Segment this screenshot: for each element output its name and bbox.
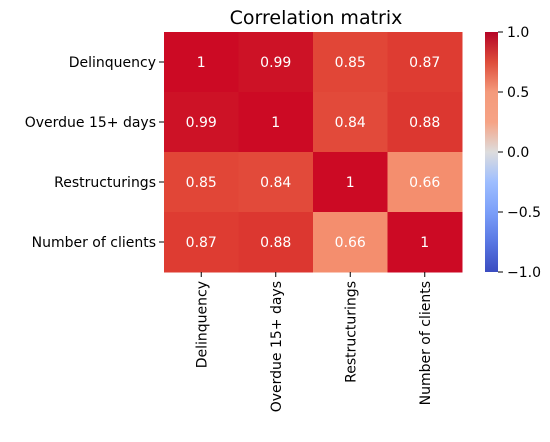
heatmap-cell	[387, 152, 463, 213]
heatmap-column-labels: Delinquency Overdue 15+ days Restructuring…	[194, 272, 434, 412]
heatmap-cell-label: 0.88	[409, 115, 440, 131]
heatmap-cell-label: 0.84	[335, 115, 366, 131]
heatmap-cell-label: 1	[420, 235, 429, 251]
heatmap-cell-label: 0.99	[186, 115, 217, 131]
heatmap-cell	[164, 32, 239, 93]
heatmap-cell-label: 1	[346, 175, 355, 191]
heatmap-cell	[164, 152, 239, 213]
row-tick-label: Number of clients	[32, 235, 156, 251]
colorbar: 1.0 0.5 0.0 −0.5 −1.0	[485, 25, 541, 281]
heatmap-cell-label: 0.87	[186, 235, 217, 251]
heatmap-cell-label: 0.84	[260, 175, 291, 191]
chart-title: Correlation matrix	[230, 7, 403, 29]
colorbar-tick-label: −0.5	[507, 205, 541, 221]
colorbar-ticks: 1.0 0.5 0.0 −0.5 −1.0	[498, 25, 541, 281]
heatmap-cell	[313, 152, 388, 213]
colorbar-tick-label: −1.0	[507, 265, 541, 281]
column-tick-label: Overdue 15+ days	[269, 281, 285, 412]
column-tick-label: Delinquency	[194, 281, 210, 368]
heatmap-cell-label: 0.88	[260, 235, 291, 251]
heatmap-cells	[164, 32, 463, 273]
heatmap-cell-label: 0.66	[335, 235, 366, 251]
heatmap-cell-label: 1	[271, 115, 280, 131]
heatmap-cell	[313, 32, 388, 93]
heatmap-cell	[387, 32, 463, 93]
heatmap-cell	[387, 212, 463, 273]
heatmap-cell	[238, 92, 314, 153]
heatmap-cell	[238, 32, 314, 93]
heatmap-cell	[238, 152, 314, 213]
heatmap-cell	[313, 92, 388, 153]
heatmap-cell-label: 1	[197, 55, 206, 71]
heatmap-cell	[387, 92, 463, 153]
row-tick-label: Delinquency	[69, 55, 156, 71]
colorbar-tick-label: 1.0	[507, 25, 529, 41]
heatmap-cell-label: 0.66	[409, 175, 440, 191]
column-tick-label: Number of clients	[418, 281, 434, 405]
heatmap-cell-label: 0.87	[409, 55, 440, 71]
colorbar-tick-label: 0.5	[507, 85, 529, 101]
heatmap-cell-label: 0.85	[335, 55, 366, 71]
heatmap-cell-labels: 1 0.99 0.85 0.87 0.99 1 0.84 0.88 0.85 0.84 1 0.66 0…	[186, 55, 441, 251]
heatmap-cell	[313, 212, 388, 273]
colorbar-gradient	[485, 32, 498, 272]
column-tick-label: Restructurings	[343, 281, 359, 383]
row-tick-label: Restructurings	[54, 175, 156, 191]
heatmap-cell-label: 0.85	[186, 175, 217, 191]
heatmap-cell	[238, 212, 314, 273]
heatmap-cell	[164, 92, 239, 153]
heatmap-row-labels: Delinquency Overdue 15+ days Restructuring…	[25, 55, 164, 251]
colorbar-tick-label: 0.0	[507, 145, 529, 161]
heatmap-cell-label: 0.99	[260, 55, 291, 71]
row-tick-label: Overdue 15+ days	[25, 115, 156, 131]
heatmap-cell	[164, 212, 239, 273]
